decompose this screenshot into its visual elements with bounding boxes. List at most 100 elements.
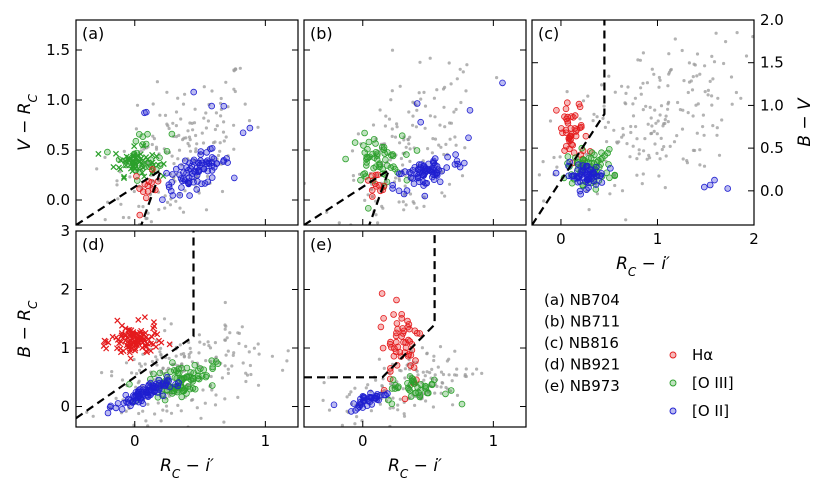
field-point xyxy=(422,378,426,382)
y-tick-label: 0.5 xyxy=(46,141,70,159)
field-point xyxy=(226,371,230,375)
field-point xyxy=(428,56,432,60)
oii-point xyxy=(700,183,708,191)
oiii-point xyxy=(198,372,206,380)
field-point xyxy=(408,135,412,139)
oiii-point xyxy=(385,396,392,404)
oiii-point xyxy=(404,379,411,387)
field-point xyxy=(714,7,717,10)
field-point xyxy=(206,340,210,344)
field-point xyxy=(155,358,159,362)
field-point xyxy=(118,170,122,174)
field-point xyxy=(241,361,245,365)
oii-point xyxy=(452,151,459,158)
field-point xyxy=(408,159,412,163)
field-point xyxy=(218,149,222,153)
field-point xyxy=(625,142,629,146)
field-point xyxy=(648,156,652,160)
field-point xyxy=(210,388,214,392)
field-point xyxy=(442,152,446,157)
halpha-point xyxy=(573,126,580,133)
field-point xyxy=(248,363,252,368)
oii-point xyxy=(204,167,212,175)
field-point xyxy=(172,162,176,166)
field-point xyxy=(408,147,412,151)
field-point xyxy=(601,116,605,120)
panel-c: 0 1 2 0.0 0.5 1.0 1.5 2.0 (c) RC − i′ B − V xyxy=(531,7,815,279)
scatter-layer xyxy=(85,300,290,445)
oiii-point xyxy=(191,361,199,369)
field-point xyxy=(404,145,408,149)
scatter-layer xyxy=(321,290,484,427)
x-tick-label: 0 xyxy=(130,432,140,450)
halpha-point xyxy=(149,166,156,173)
field-point xyxy=(232,87,236,91)
panel-b: (b) xyxy=(303,19,527,226)
field-point xyxy=(631,144,635,148)
field-point xyxy=(384,180,388,184)
field-point xyxy=(171,121,175,125)
series-legend: Hα [O III] [O II] xyxy=(669,346,734,420)
field-point xyxy=(711,77,715,81)
field-point xyxy=(398,84,402,88)
field-point xyxy=(168,203,172,207)
field-point xyxy=(146,402,150,406)
halpha-point xyxy=(566,132,574,140)
field-point xyxy=(135,103,140,107)
oii-point xyxy=(159,196,166,204)
field-point xyxy=(178,343,182,347)
field-point xyxy=(154,147,159,151)
field-point xyxy=(657,75,662,80)
filter-legend: (a) NB704 (b) NB711 (c) NB816 (d) NB921 (e) … xyxy=(544,291,620,395)
halpha-legend-marker xyxy=(669,351,677,359)
oiii-point xyxy=(147,156,155,164)
field-point xyxy=(356,132,360,136)
oiii-point xyxy=(407,393,415,400)
field-point xyxy=(641,51,646,55)
field-point xyxy=(656,119,660,123)
field-point xyxy=(256,125,260,129)
oii-point xyxy=(208,174,216,181)
oiii-point xyxy=(115,156,123,163)
field-point xyxy=(223,323,227,327)
field-point xyxy=(600,83,604,87)
oii-point xyxy=(150,382,157,389)
oii-point xyxy=(208,102,216,110)
field-point xyxy=(190,121,194,125)
field-point xyxy=(163,329,167,333)
field-point xyxy=(455,77,459,81)
field-point xyxy=(223,364,227,368)
field-point xyxy=(626,85,630,89)
oii-point xyxy=(413,100,421,107)
field-point xyxy=(222,139,226,143)
field-point xyxy=(660,147,664,152)
field-point xyxy=(552,155,556,160)
oiii-point xyxy=(447,387,455,394)
halpha-point xyxy=(387,338,394,346)
field-point xyxy=(95,442,98,445)
field-point xyxy=(161,367,165,371)
oii-point xyxy=(165,183,173,191)
field-point xyxy=(439,391,443,395)
field-point xyxy=(224,80,228,84)
scatter-layer xyxy=(537,7,754,222)
oii-point xyxy=(436,178,444,186)
field-point xyxy=(669,67,673,72)
field-point xyxy=(174,354,178,358)
field-point xyxy=(103,155,107,159)
field-point xyxy=(396,403,400,407)
field-point xyxy=(431,405,435,409)
panel-e: 0 1 (e) RC − i′ xyxy=(303,230,527,481)
oiii-point xyxy=(398,132,406,140)
field-point xyxy=(151,134,155,138)
oii-point xyxy=(223,155,230,162)
oii-point xyxy=(189,170,196,177)
field-point xyxy=(184,136,188,140)
oiii-point xyxy=(163,148,171,155)
field-point xyxy=(443,125,447,129)
field-point xyxy=(433,137,438,141)
oiii-point xyxy=(209,365,216,373)
selection-boundary xyxy=(304,167,392,225)
field-point xyxy=(152,137,156,141)
oiii-point xyxy=(104,148,111,156)
